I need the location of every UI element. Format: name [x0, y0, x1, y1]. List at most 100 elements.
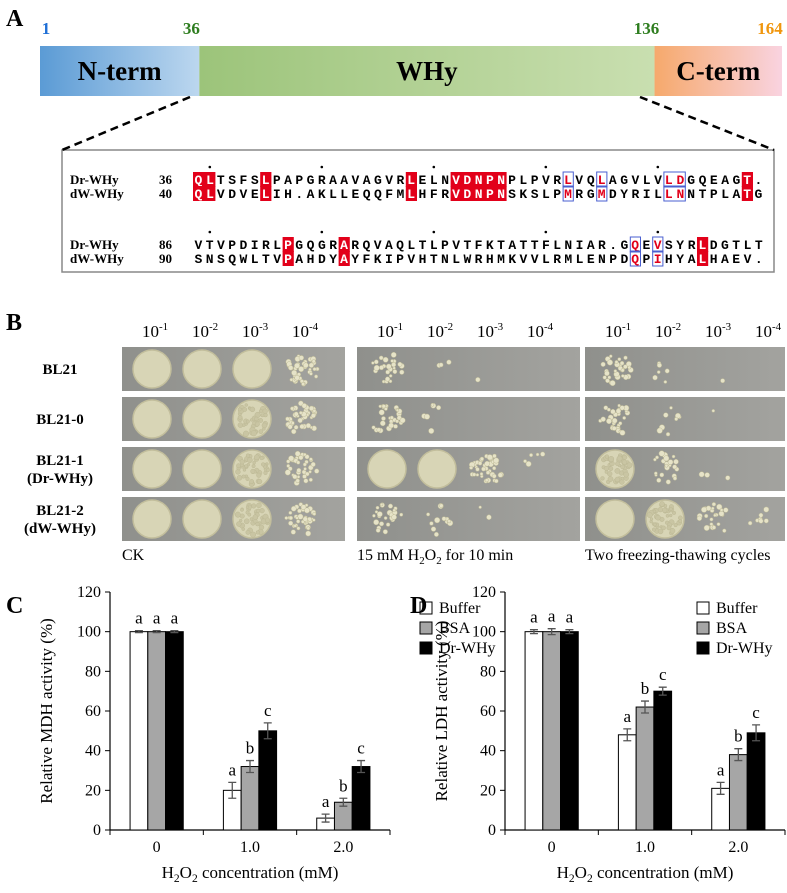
colony [290, 406, 295, 411]
colony [303, 478, 309, 484]
colony [256, 472, 262, 478]
colony [439, 503, 444, 508]
colony [388, 503, 393, 509]
text-part: H [557, 863, 569, 882]
y-axis-label: Relative LDH activity (%) [432, 621, 451, 802]
colony [673, 523, 678, 528]
colony [308, 477, 313, 482]
bar [653, 690, 673, 831]
sequence-segment: GQGR [295, 238, 337, 253]
strain-label: BL21-1 [36, 453, 84, 469]
colony-lawn [417, 449, 457, 489]
significance-letter: a [548, 607, 556, 626]
significance-letter: a [322, 792, 330, 811]
colony [308, 470, 312, 474]
colony [623, 355, 628, 360]
condition-label: 15 mM H2O2 for 10 min [357, 547, 513, 567]
colony [296, 519, 301, 524]
significance-letter: a [135, 609, 143, 628]
sequence-segment: L [564, 173, 572, 188]
colony [430, 526, 437, 532]
sequence-segment: NTPLA [687, 187, 740, 202]
colony [378, 355, 384, 361]
colony [703, 524, 710, 531]
sequence-segment: M [598, 187, 606, 202]
colony [372, 514, 376, 518]
colony [385, 376, 391, 382]
colony [656, 370, 661, 374]
colony [245, 476, 250, 481]
colony [619, 479, 625, 485]
colony [236, 521, 242, 527]
bar [524, 631, 544, 831]
colony [659, 472, 665, 478]
colony [296, 467, 302, 473]
sequence-segment: VTVPDIRL [195, 238, 282, 253]
sequence-segment: RQVAQLTLPVTFKTATTFLNIAR.G [351, 238, 628, 253]
colony [249, 517, 254, 521]
colony [388, 422, 394, 429]
colony [492, 453, 497, 459]
colony [385, 363, 392, 370]
colony [758, 518, 764, 524]
strain-label: BL21 [42, 362, 77, 378]
colony [264, 517, 271, 523]
colony [481, 466, 486, 472]
colony [486, 454, 493, 461]
colony [428, 427, 435, 434]
colony [399, 369, 405, 375]
colony [284, 516, 289, 520]
sequence-segment: M [564, 187, 572, 202]
error-bar [357, 759, 366, 774]
colony [391, 514, 397, 520]
colony [312, 512, 317, 516]
colony [478, 505, 482, 509]
dilution-label: 10-2 [655, 321, 681, 341]
colony [312, 518, 316, 522]
identical-highlight [282, 251, 294, 266]
colony [296, 460, 301, 465]
colony [292, 474, 298, 480]
bar [147, 631, 167, 831]
colony [710, 506, 715, 511]
colony [250, 468, 256, 474]
colony [239, 459, 245, 465]
y-tick-label: 60 [480, 703, 496, 720]
colony [497, 472, 503, 478]
dilution-exp: -3 [722, 321, 732, 333]
colony [664, 368, 670, 374]
colony [426, 512, 431, 517]
colony [614, 468, 621, 474]
colony [294, 374, 300, 381]
colony [295, 478, 300, 484]
colony [611, 417, 618, 424]
y-tick-label: 100 [472, 624, 496, 641]
colony-lawn [367, 449, 407, 489]
colony [312, 367, 317, 372]
colony [255, 530, 260, 535]
sequence-segment: AHDY [295, 252, 337, 267]
colony [259, 508, 265, 514]
colony [308, 367, 312, 372]
x-tick-label: 0 [153, 839, 161, 856]
sequence-segment: VQ [575, 173, 595, 188]
colony [310, 461, 316, 467]
colony [309, 457, 313, 461]
colony [297, 417, 303, 424]
colony [314, 374, 319, 379]
dilution-exp: -3 [259, 321, 269, 333]
colony [261, 462, 266, 467]
colony [433, 531, 439, 537]
colony [252, 514, 258, 520]
colony [288, 515, 294, 521]
colony [253, 454, 260, 461]
significance-letter: c [357, 739, 365, 758]
sequence-segment: IH.AKLLEQQFM [273, 187, 405, 202]
legend-swatch [419, 601, 433, 615]
sequence-segment: V [654, 238, 662, 253]
text-part: H [162, 863, 174, 882]
colony [298, 366, 305, 372]
colony [302, 516, 308, 522]
colony [296, 526, 301, 531]
colony [716, 522, 721, 527]
